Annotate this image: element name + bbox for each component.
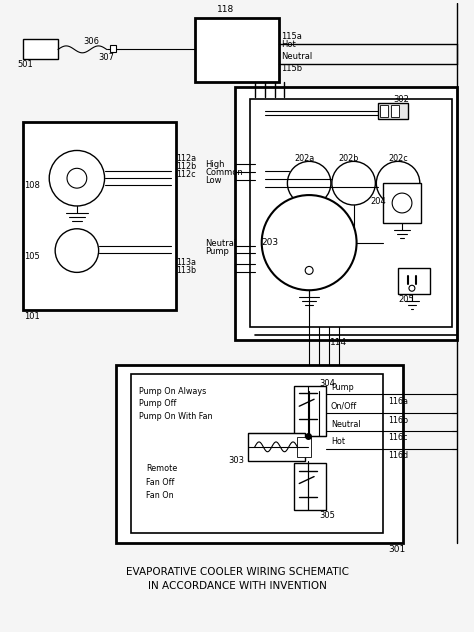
Text: 202b: 202b — [339, 154, 359, 163]
Text: 301: 301 — [388, 545, 405, 554]
Circle shape — [55, 229, 99, 272]
Bar — [297, 437, 311, 457]
Text: Pump On With Fan: Pump On With Fan — [139, 411, 213, 421]
Text: 116a: 116a — [388, 397, 408, 406]
Text: 112b: 112b — [176, 162, 196, 171]
Text: Common: Common — [205, 167, 243, 177]
Circle shape — [67, 168, 87, 188]
Bar — [23, 39, 58, 59]
Text: 303: 303 — [228, 456, 244, 465]
Text: 113a: 113a — [176, 258, 196, 267]
Text: 306: 306 — [84, 37, 100, 46]
Text: Neutral: Neutral — [282, 52, 313, 61]
Text: Pump: Pump — [331, 383, 354, 392]
Circle shape — [392, 193, 412, 213]
Text: 116c: 116c — [388, 434, 408, 442]
Text: 116d: 116d — [388, 451, 408, 460]
Bar — [117, 365, 403, 543]
Bar — [195, 18, 280, 82]
Text: 115b: 115b — [282, 64, 302, 73]
Text: 105: 105 — [25, 252, 40, 261]
Bar — [294, 463, 326, 510]
Text: 101: 101 — [25, 312, 40, 322]
Text: 204: 204 — [370, 197, 386, 205]
Text: Fan On: Fan On — [146, 491, 173, 500]
Text: IN ACCORDANCE WITH INVENTION: IN ACCORDANCE WITH INVENTION — [147, 581, 327, 591]
Text: 205: 205 — [398, 295, 414, 303]
Circle shape — [262, 195, 356, 290]
Bar — [250, 99, 453, 327]
Circle shape — [376, 161, 420, 205]
Text: 118: 118 — [217, 5, 234, 14]
Text: Pump On Always: Pump On Always — [139, 387, 206, 396]
Circle shape — [49, 150, 105, 206]
Text: 202a: 202a — [294, 154, 315, 163]
Text: On/Off: On/Off — [331, 402, 357, 411]
Text: Low: Low — [205, 176, 222, 185]
Text: Hot: Hot — [331, 437, 345, 446]
Bar — [380, 105, 388, 117]
Text: 307: 307 — [99, 53, 115, 62]
Circle shape — [409, 285, 415, 291]
Bar — [391, 105, 399, 117]
Circle shape — [305, 267, 313, 274]
Text: Neutral: Neutral — [205, 239, 237, 248]
Text: 305: 305 — [319, 511, 335, 520]
Text: 202c: 202c — [388, 154, 408, 163]
Text: Remote: Remote — [146, 464, 177, 473]
Text: 108: 108 — [25, 181, 40, 190]
Text: EVAPORATIVE COOLER WIRING SCHEMATIC: EVAPORATIVE COOLER WIRING SCHEMATIC — [126, 567, 348, 577]
Bar — [398, 269, 430, 294]
Text: Fan Off: Fan Off — [146, 478, 174, 487]
Bar — [383, 183, 421, 223]
Bar — [248, 433, 305, 461]
Text: 116b: 116b — [388, 416, 408, 425]
Bar — [23, 122, 176, 310]
Text: 113b: 113b — [176, 266, 196, 275]
Bar — [235, 87, 457, 340]
Bar — [294, 386, 326, 436]
Text: Pump Off: Pump Off — [139, 399, 176, 408]
Text: Pump: Pump — [205, 247, 229, 256]
Text: 112c: 112c — [176, 170, 195, 179]
Text: 112a: 112a — [176, 154, 196, 163]
Bar — [378, 103, 408, 119]
Circle shape — [332, 161, 375, 205]
Text: 304: 304 — [319, 379, 335, 388]
Text: Neutral: Neutral — [331, 420, 361, 428]
Bar — [131, 375, 383, 533]
Text: 203: 203 — [262, 238, 279, 247]
Text: Hot: Hot — [282, 40, 296, 49]
Text: High: High — [205, 160, 225, 169]
Text: 114: 114 — [330, 338, 347, 347]
Bar — [109, 46, 117, 52]
Circle shape — [287, 161, 331, 205]
Text: 115a: 115a — [282, 32, 302, 41]
Text: 302: 302 — [393, 95, 409, 104]
Text: 501: 501 — [18, 60, 33, 69]
